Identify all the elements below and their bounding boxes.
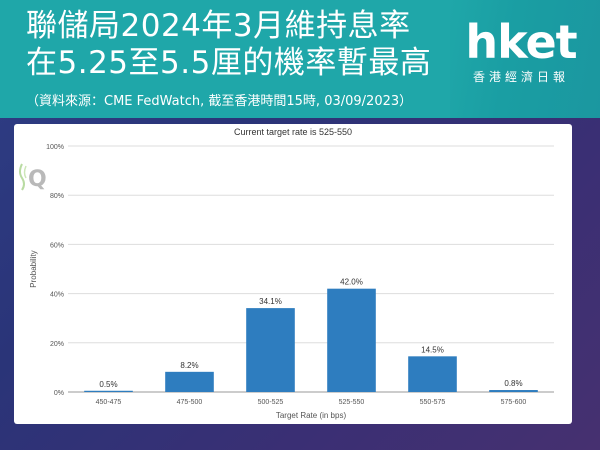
y-tick-label: 40% (50, 292, 64, 299)
data-label: 0.5% (99, 380, 117, 389)
x-tick-label: 500-525 (258, 399, 284, 406)
data-label: 0.8% (504, 379, 522, 388)
data-label: 34.1% (259, 297, 282, 306)
svg-text:Q: Q (28, 167, 47, 192)
bar (489, 390, 538, 392)
data-label: 14.5% (421, 345, 444, 354)
bar (84, 390, 133, 392)
hket-logo: hket 香港經濟日報 (462, 18, 580, 85)
x-tick-label: 525-550 (339, 399, 365, 406)
data-label: 42.0% (340, 278, 363, 287)
source-note: （資料來源：CME FedWatch, 截至香港時間15時, 03/09/202… (26, 94, 413, 109)
y-tick-label: 80% (50, 193, 64, 200)
headline-line-1: 聯儲局2024年3月維持息率 (26, 8, 411, 44)
x-axis-title: Target Rate (in bps) (276, 411, 347, 420)
headline-line-2: 在5.25至5.5厘的機率暫最高 (26, 45, 432, 81)
headline: 聯儲局2024年3月維持息率 在5.25至5.5厘的機率暫最高 (26, 8, 466, 82)
header-banner (0, 0, 600, 118)
x-tick-label: 575-600 (501, 399, 527, 406)
bar (408, 356, 457, 392)
bar (246, 308, 295, 392)
chart-title: Current target rate is 525-550 (233, 127, 353, 137)
quikstrike-q-icon: Q (19, 163, 47, 192)
y-axis-title: Probability (29, 250, 38, 287)
y-tick-label: 60% (50, 242, 64, 249)
y-tick-label: 20% (50, 341, 64, 348)
bar (165, 371, 214, 392)
chart-card: Current target rate is 525-550 0% 20% 40% 6… (14, 124, 572, 424)
y-tick-label: 0% (54, 390, 64, 397)
x-tick-label: 475-500 (177, 399, 203, 406)
data-label: 8.2% (180, 361, 198, 370)
logo-subtitle: 香港經濟日報 (472, 70, 569, 84)
x-tick-label: 550-575 (420, 399, 446, 406)
bar (327, 288, 376, 392)
y-tick-label: 100% (46, 144, 64, 151)
x-tick-label: 450-475 (96, 399, 122, 406)
bar-chart: 0% 20% 40% 60% 80% 100% 0.5% 450-475 8.2% 475-500… (29, 144, 554, 420)
logo-mark: hket (465, 15, 577, 69)
